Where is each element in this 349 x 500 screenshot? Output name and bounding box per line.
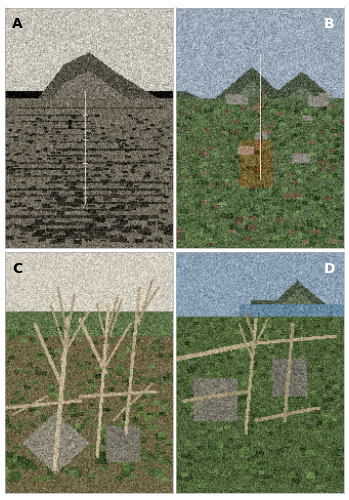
Text: A: A [12, 17, 23, 31]
Text: C: C [12, 262, 22, 276]
Text: D: D [324, 262, 335, 276]
Text: B: B [324, 17, 334, 31]
